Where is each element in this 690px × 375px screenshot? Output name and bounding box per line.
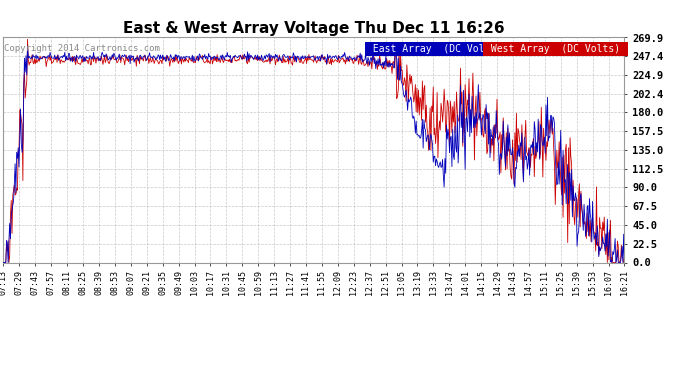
Text: Copyright 2014 Cartronics.com: Copyright 2014 Cartronics.com: [4, 44, 160, 53]
Title: East & West Array Voltage Thu Dec 11 16:26: East & West Array Voltage Thu Dec 11 16:…: [123, 21, 505, 36]
Text: West Array  (DC Volts): West Array (DC Volts): [484, 44, 626, 54]
Text: East Array  (DC Volts): East Array (DC Volts): [367, 44, 508, 54]
